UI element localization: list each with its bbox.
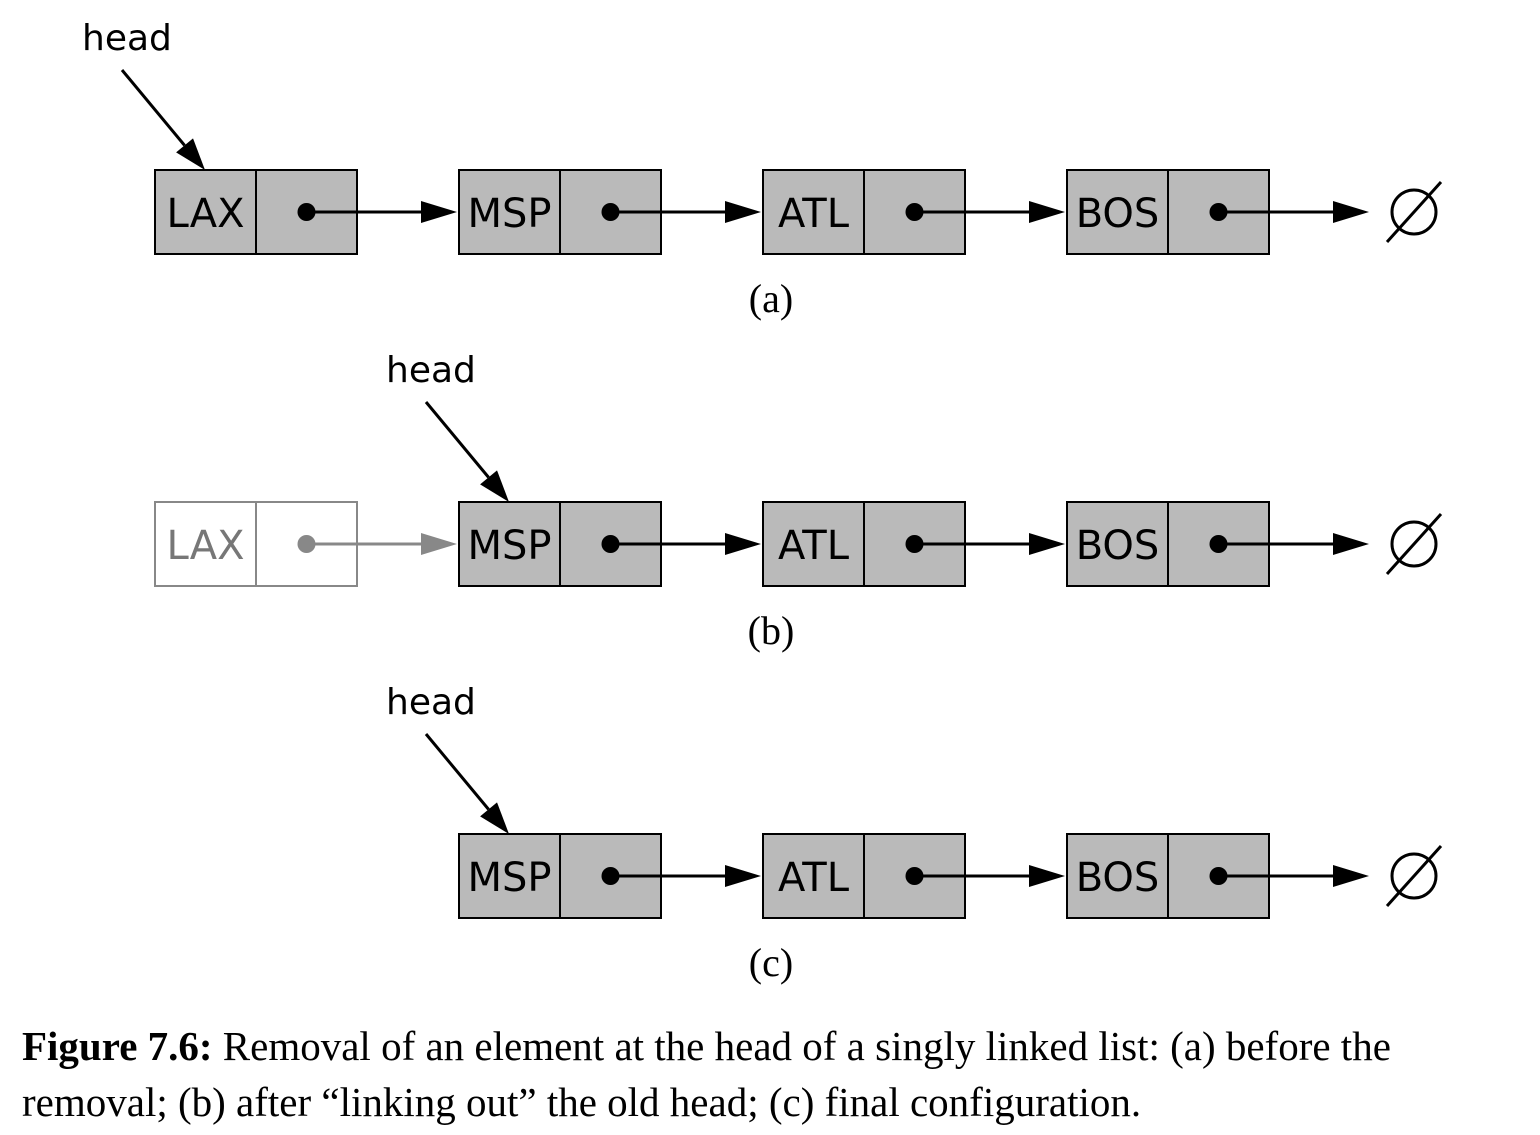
panel-b: LAX MSP ATL BOS ∅ head (b) [154,350,1443,653]
list-node-atl: ATL [762,501,1065,587]
node-value: LAX [167,523,245,569]
arrowhead [725,865,761,887]
arrowhead [1333,865,1369,887]
arrowhead [421,201,457,223]
caption-text: Removal of an element at the head of a s… [22,1023,1391,1125]
arrowhead [725,533,761,555]
list-node-bos: BOS [1066,501,1369,587]
null-icon: ∅ [1385,180,1443,244]
arrowhead [1029,201,1065,223]
figure-caption: Figure 7.6: Removal of an element at the… [22,1018,1522,1130]
node-value: ATL [778,191,850,237]
panel-label: (c) [749,940,793,985]
list-node-msp: MSP [458,833,761,919]
head-label: head [386,682,476,723]
node-value: MSP [467,191,551,237]
node-value: ATL [778,523,850,569]
panel-label: (b) [748,608,795,653]
list-node-msp: MSP [458,501,761,587]
head-pointer-arrow [120,69,205,170]
figure-label: Figure 7.6: [22,1023,213,1069]
panel-c: MSP ATL BOS ∅ head (c) [386,682,1443,985]
node-value: LAX [167,191,245,237]
arrowhead [421,533,457,555]
list-node-atl: ATL [762,833,1065,919]
node-value: BOS [1076,523,1160,569]
list-node-msp: MSP [458,169,761,255]
head-pointer-arrow [424,733,509,834]
head-pointer-arrow [424,401,509,502]
arrowhead [1029,865,1065,887]
list-node-bos: BOS [1066,833,1369,919]
node-value: BOS [1076,855,1160,901]
node-value: MSP [467,523,551,569]
list-node-lax: LAX [154,169,457,255]
arrowhead [1029,533,1065,555]
node-value: MSP [467,855,551,901]
panel-a: LAX MSP ATL BOS ∅ head (a) [82,18,1443,321]
null-icon: ∅ [1385,844,1443,908]
arrowhead [1333,201,1369,223]
list-node-atl: ATL [762,169,1065,255]
head-label: head [386,350,476,391]
null-icon: ∅ [1385,512,1443,576]
arrowhead [725,201,761,223]
panel-label: (a) [749,276,793,321]
list-node-bos: BOS [1066,169,1369,255]
node-value: ATL [778,855,850,901]
node-value: BOS [1076,191,1160,237]
list-node-lax: LAX [154,501,457,587]
arrowhead [1333,533,1369,555]
head-label: head [82,18,172,59]
linked-list-diagram: LAX MSP ATL BOS ∅ head (a) LAX MSP ATL BOS ∅ head (b)… [82,18,1443,985]
